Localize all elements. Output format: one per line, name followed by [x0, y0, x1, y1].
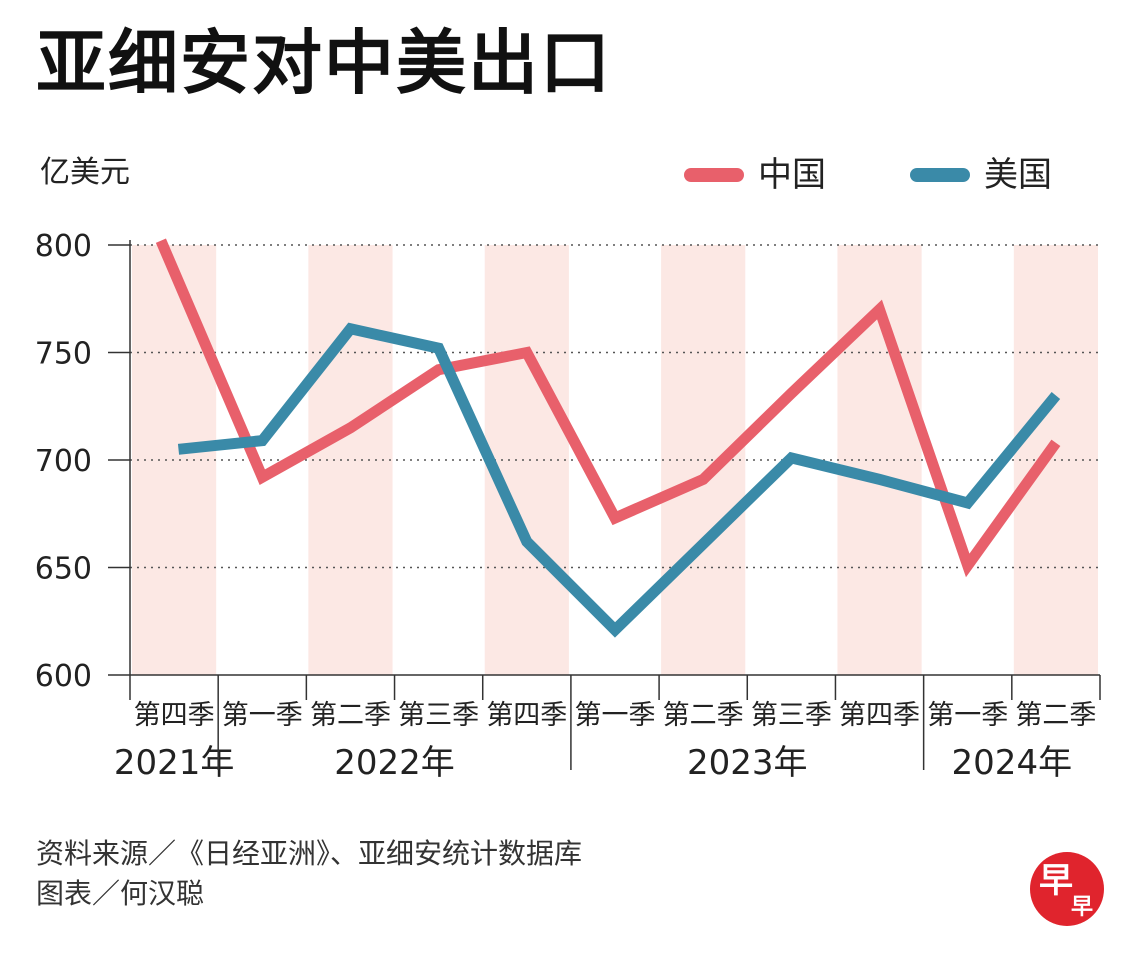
x-tick-label: 第一季 [927, 700, 1008, 731]
y-tick-label: 800 [35, 229, 92, 264]
credit-note: 图表／何汉聪 [36, 877, 205, 910]
logo-char-1: 早 [1039, 861, 1073, 901]
background-band [308, 245, 393, 675]
year-label: 2022年 [334, 743, 455, 783]
china-series-line [155, 238, 1061, 578]
y-tick-label: 750 [35, 337, 92, 372]
legend-swatch-usa [910, 168, 970, 182]
legend-item-china: 中国 [684, 150, 826, 200]
logo-char-2: 早 [1071, 895, 1093, 920]
x-tick-label: 第四季 [486, 700, 567, 731]
y-tick-label: 700 [35, 444, 92, 479]
background-band [484, 245, 569, 675]
x-tick-label: 第四季 [839, 700, 920, 731]
legend-item-usa: 美国 [910, 150, 1052, 200]
x-tick-label: 第三季 [751, 700, 832, 731]
page-title: 亚细安对中美出口 [36, 22, 612, 104]
line-chart: 600650700750800第四季 第一季 第二季 第三季 第四季 第一季 第二季 第三季第… [35, 229, 1101, 783]
year-label: 2023年 [687, 743, 808, 783]
source-note: 资料来源／《日经亚洲》、亚细安统计数据库 [36, 837, 583, 870]
year-label: 2021年 [114, 743, 235, 783]
usa-series-line [177, 322, 1061, 638]
legend-label-usa: 美国 [984, 155, 1052, 195]
x-tick-label: 第一季 [222, 700, 303, 731]
chart-legend: 中国 美国 [0, 150, 1140, 200]
background-band [132, 245, 217, 675]
background-band [661, 245, 746, 675]
x-tick-label: 第二季 [310, 700, 391, 731]
x-tick-label: 第一季 [575, 700, 656, 731]
legend-swatch-china [684, 168, 744, 182]
zaobao-logo: 早 早 [1030, 852, 1104, 926]
x-tick-label: 第二季 [1015, 700, 1096, 731]
logo-circle [1030, 852, 1104, 926]
y-tick-label: 600 [35, 659, 92, 694]
legend-label-china: 中国 [758, 155, 826, 195]
y-axis-unit-label: 亿美元 [40, 155, 130, 190]
y-tick-label: 650 [35, 552, 92, 587]
x-tick-label: 第四季 [134, 700, 215, 731]
x-tick-label: 第三季 [398, 700, 479, 731]
x-tick-label: 第二季 [663, 700, 744, 731]
year-label: 2024年 [952, 743, 1073, 783]
